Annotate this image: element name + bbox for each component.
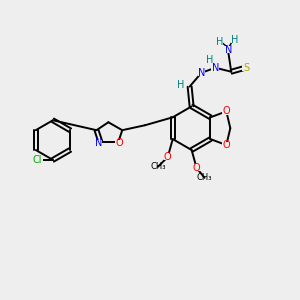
Text: O: O [223,106,230,116]
Text: O: O [193,163,200,173]
FancyBboxPatch shape [31,156,43,164]
FancyBboxPatch shape [94,140,102,146]
Text: H: H [206,55,213,65]
Text: O: O [116,138,123,148]
Text: N: N [212,63,219,73]
FancyBboxPatch shape [198,69,206,76]
Text: N: N [95,138,102,148]
Text: Cl: Cl [32,155,42,165]
FancyBboxPatch shape [222,142,230,148]
FancyBboxPatch shape [222,108,230,115]
FancyBboxPatch shape [212,64,219,71]
Text: H: H [177,80,184,90]
FancyBboxPatch shape [242,64,250,71]
Text: N: N [198,68,205,78]
Text: CH₃: CH₃ [150,162,166,171]
Text: H: H [216,37,223,47]
Text: N: N [225,45,232,55]
Text: O: O [164,152,172,162]
Text: H: H [230,35,238,45]
FancyBboxPatch shape [206,57,213,63]
FancyBboxPatch shape [216,39,223,45]
FancyBboxPatch shape [193,164,200,171]
Text: O: O [223,140,230,150]
FancyBboxPatch shape [224,46,232,53]
Text: CH₃: CH₃ [197,173,212,182]
FancyBboxPatch shape [164,154,172,160]
FancyBboxPatch shape [177,82,184,88]
FancyBboxPatch shape [231,37,238,43]
FancyBboxPatch shape [115,140,123,146]
Text: S: S [243,63,249,73]
